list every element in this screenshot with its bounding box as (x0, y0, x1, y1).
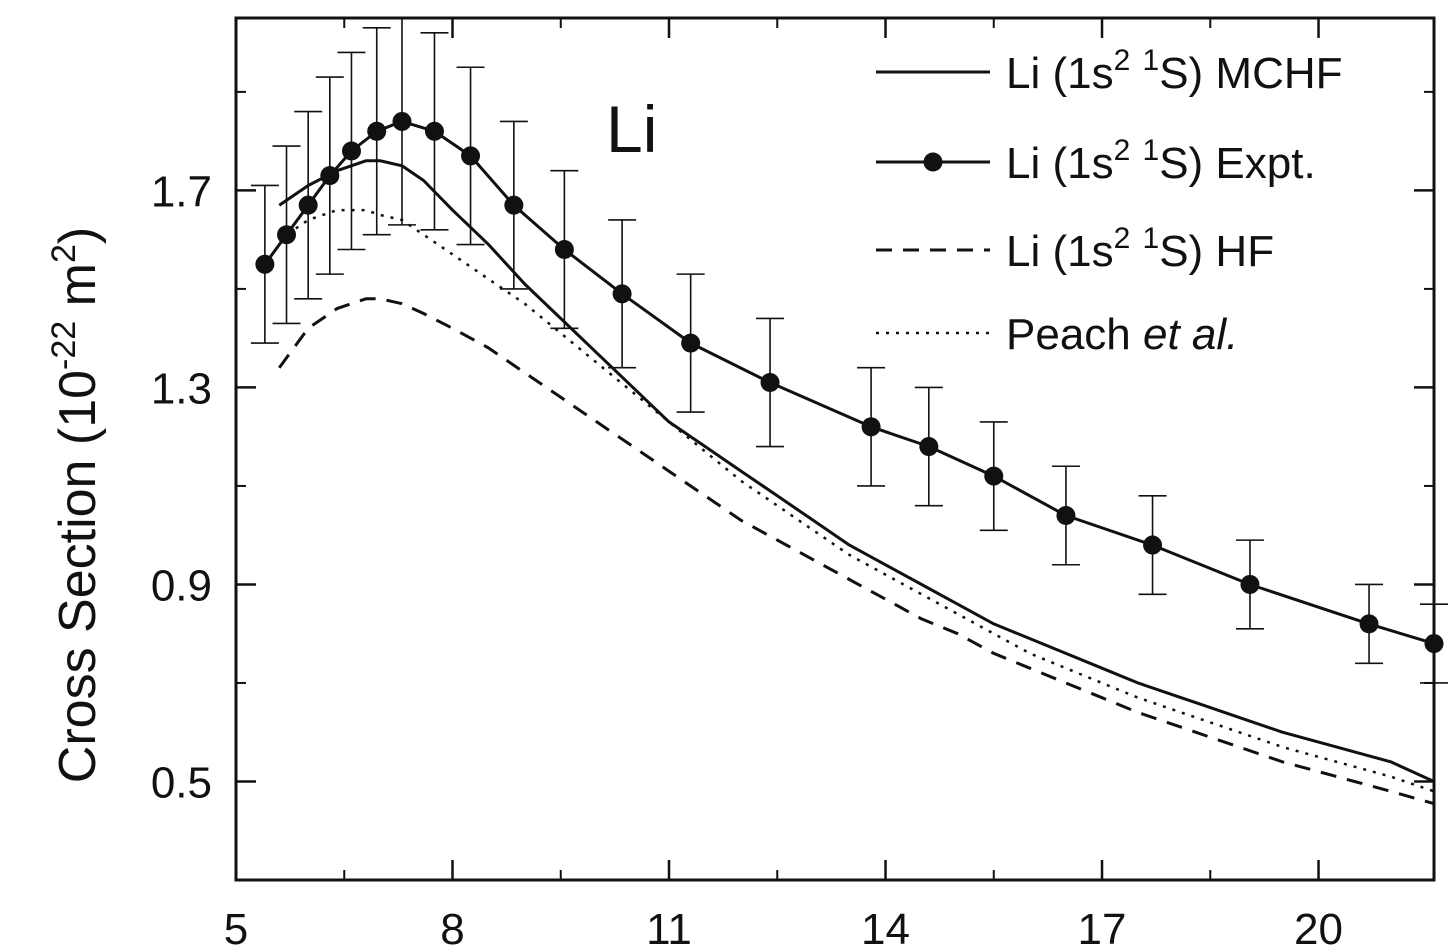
data-point (861, 417, 881, 437)
tick-labels: 5 8 11 14 17 20 0.5 0.9 1.3 1.7 (151, 167, 1343, 952)
series-line-hf (278, 297, 1435, 806)
x-tick-label: 20 (1294, 905, 1343, 952)
panel-label: Li (606, 92, 657, 166)
series-expt (250, 17, 1448, 684)
series-mchf (278, 159, 1435, 783)
legend-label: Li (1s2 1S) Expt. (1006, 134, 1316, 188)
data-point (1056, 505, 1076, 525)
x-tick-label: 8 (440, 905, 464, 952)
x-tick-label: 14 (861, 905, 910, 952)
y-axis-label-unit: m (49, 263, 107, 321)
data-point (984, 466, 1004, 486)
data-point (504, 195, 524, 215)
legend: Li (1s2 1S) MCHF Li (1s2 1S) Expt. Li (1s2… (876, 44, 1343, 359)
y-axis-label-close: ) (49, 227, 107, 244)
y-axis-label: Cross Section (10-22 m2) (45, 227, 107, 783)
data-point (461, 146, 481, 166)
series-line-expt (263, 119, 1435, 646)
legend-item-peach: Peach et al. (876, 310, 1238, 359)
legend-label: Li (1s2 1S) HF (1006, 222, 1274, 276)
data-point (612, 284, 632, 304)
data-point (424, 121, 444, 141)
y-axis-label-unit-exponent: 2 (45, 244, 83, 263)
data-point (255, 254, 275, 274)
legend-marker (923, 152, 943, 172)
data-point (1240, 574, 1260, 594)
x-tick-label: 11 (646, 905, 692, 952)
series-peach (278, 208, 1435, 793)
data-point (554, 240, 574, 260)
legend-item-mchf: Li (1s2 1S) MCHF (876, 44, 1343, 98)
x-tick-label: 5 (224, 905, 248, 952)
data-point (367, 121, 387, 141)
plot-frame (234, 16, 1436, 882)
series-hf (278, 297, 1435, 806)
data-point (919, 437, 939, 457)
data-point (1143, 535, 1163, 555)
y-tick-label: 0.9 (151, 561, 212, 610)
legend-label: Peach et al. (1006, 310, 1238, 359)
legend-item-hf: Li (1s2 1S) HF (876, 222, 1274, 276)
data-point (320, 166, 340, 186)
data-point (681, 333, 701, 353)
legend-label: Li (1s2 1S) MCHF (1006, 44, 1343, 98)
series-layer (250, 17, 1448, 806)
y-tick-label: 1.7 (151, 167, 212, 216)
series-line-mchf (278, 159, 1435, 783)
data-point (277, 225, 297, 245)
y-tick-label: 1.3 (151, 364, 212, 413)
data-point (341, 141, 361, 161)
series-line-peach (278, 208, 1435, 793)
data-point (298, 195, 318, 215)
legend-item-expt: Li (1s2 1S) Expt. (876, 134, 1316, 188)
y-axis-label-exponent: -22 (45, 321, 83, 370)
data-point (760, 373, 780, 393)
data-point (392, 111, 412, 131)
y-axis-label-main: Cross Section (10 (49, 370, 107, 783)
x-tick-label: 17 (1078, 905, 1127, 952)
y-tick-label: 0.5 (151, 758, 212, 807)
data-point (1359, 614, 1379, 634)
